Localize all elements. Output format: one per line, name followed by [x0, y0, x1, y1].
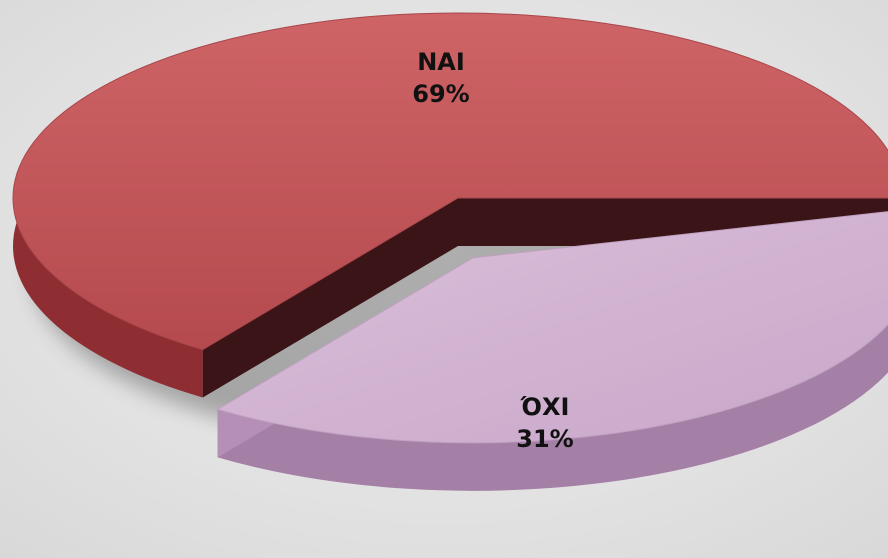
- slice-label-category: ΌΧΙ: [520, 393, 570, 421]
- slice-labels: NAI 69% ΌΧΙ 31%: [412, 48, 573, 453]
- slice-nai[interactable]: [12, 12, 888, 351]
- slice-side-όχι: [217, 324, 888, 491]
- slice-όχι[interactable]: [216, 210, 888, 444]
- slice-label-value: 69%: [412, 80, 469, 108]
- slice-label-value: 31%: [516, 425, 573, 453]
- pie-slices: [12, 12, 888, 491]
- slice-label-category: NAI: [417, 48, 465, 76]
